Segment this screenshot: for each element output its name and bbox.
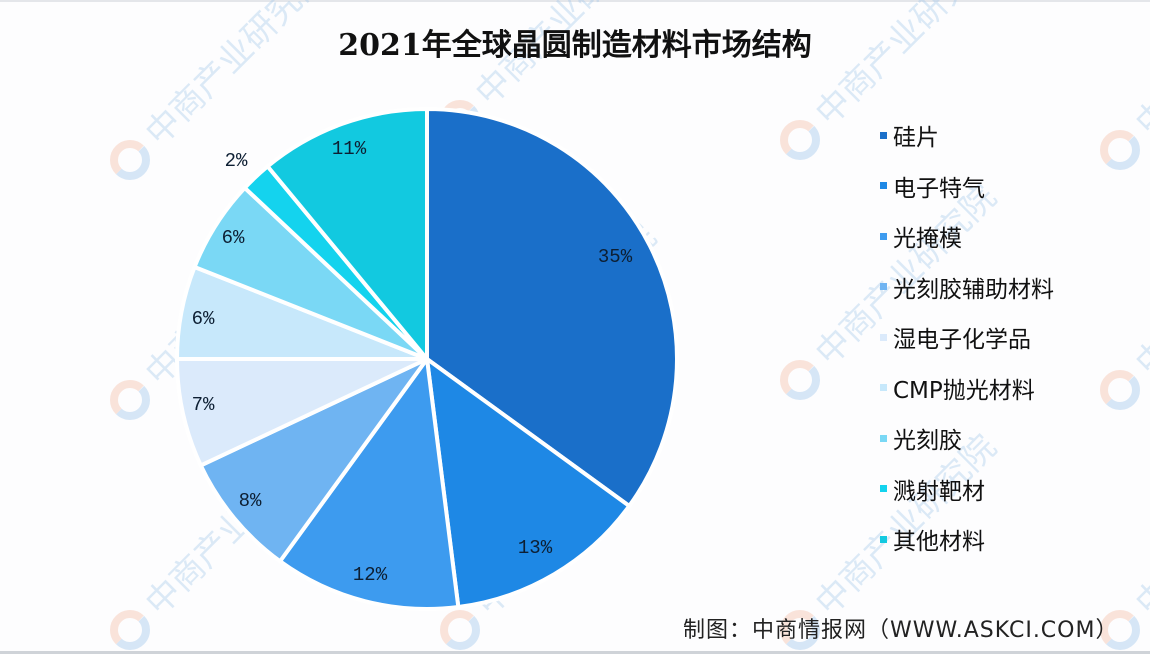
legend-marker: [880, 535, 887, 543]
legend-item: 光刻胶辅助材料: [880, 262, 1054, 313]
legend-marker: [880, 333, 887, 341]
legend-item: 硅片: [880, 110, 1054, 161]
pie-slice: [174, 357, 428, 469]
legend-marker: [880, 131, 887, 139]
legend-label: 硅片: [893, 125, 939, 152]
legend-marker: [880, 182, 887, 190]
slice-label: 8%: [239, 490, 262, 512]
slice-label: 11%: [332, 138, 367, 160]
legend-item: 电子特气: [880, 161, 1054, 212]
chart-title: 2021年全球晶圆制造材料市场结构: [338, 28, 812, 63]
pie-slice: [264, 106, 429, 365]
pie-slice: [425, 106, 679, 509]
legend-item: 溅射靶材: [880, 464, 1054, 515]
legend-marker: [880, 485, 887, 493]
slice-label: 6%: [192, 308, 215, 330]
legend-item: CMP抛光材料: [880, 363, 1054, 414]
pie-slice: [198, 357, 429, 565]
legend-label: 光刻胶辅助材料: [893, 276, 1054, 303]
legend-item: 光掩模: [880, 211, 1054, 262]
legend-marker: [880, 434, 887, 442]
legend-label: 溅射靶材: [893, 478, 985, 505]
source-note: 制图：中商情报网（WWW.ASKCI.COM）: [683, 618, 1119, 643]
legend-label: CMP抛光材料: [893, 377, 1035, 404]
slice-label: 13%: [518, 537, 553, 559]
legend-marker: [880, 232, 887, 240]
legend-label: 光掩模: [893, 226, 962, 253]
chart-legend: 硅片电子特气光掩模光刻胶辅助材料 湿电子化学品 CMP抛光材料 光刻胶溅射靶材其他材料: [880, 110, 1054, 565]
top-border: [0, 0, 1150, 2]
slice-label: 12%: [353, 564, 388, 586]
pie-slice: [424, 354, 633, 610]
legend-item: 其他材料: [880, 514, 1054, 565]
pie-slice: [277, 353, 461, 611]
legend-item: 光刻胶: [880, 413, 1054, 464]
legend-marker: [880, 283, 887, 291]
slice-label: 2%: [225, 150, 248, 172]
bottom-border: [0, 651, 1150, 654]
legend-item: 湿电子化学品: [880, 312, 1054, 363]
legend-label: 光刻胶: [893, 428, 962, 455]
legend-label: 湿电子化学品: [893, 327, 1031, 354]
legend-label: 其他材料: [893, 529, 985, 556]
legend-marker: [880, 384, 887, 392]
slice-label: 6%: [222, 227, 245, 249]
slice-label: 35%: [598, 246, 633, 268]
legend-label: 电子特气: [893, 175, 985, 202]
slice-label: 7%: [192, 394, 215, 416]
